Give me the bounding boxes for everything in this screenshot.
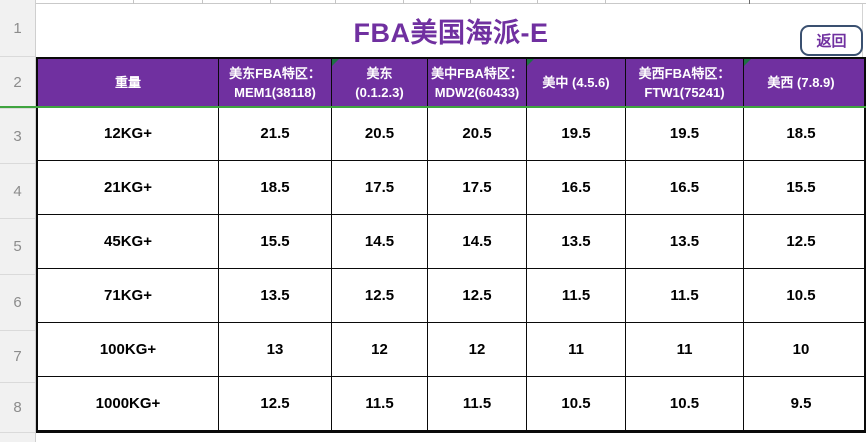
table-row: 1000KG+ 12.5 11.5 11.5 10.5 10.5 9.5 bbox=[38, 377, 864, 430]
table-body: 12KG+ 21.5 20.5 20.5 19.5 19.5 18.5 21KG… bbox=[38, 107, 864, 430]
gridline-stub bbox=[605, 0, 606, 4]
rate-cell[interactable]: 10.5 bbox=[626, 377, 744, 430]
rate-cell[interactable]: 11.5 bbox=[332, 377, 428, 430]
column-header-central[interactable]: 美中 (4.5.6) bbox=[527, 59, 626, 107]
rate-cell[interactable]: 16.5 bbox=[626, 161, 744, 214]
green-triangle-icon bbox=[527, 59, 534, 66]
rate-cell[interactable]: 14.5 bbox=[428, 215, 527, 268]
rate-cell[interactable]: 10.5 bbox=[527, 377, 626, 430]
rate-cell[interactable]: 10.5 bbox=[786, 287, 816, 304]
column-header-line: 美东FBA特区： bbox=[229, 65, 321, 81]
weight-cell[interactable]: 45KG+ bbox=[38, 215, 219, 268]
rate-cell[interactable]: 11.5 bbox=[428, 377, 527, 430]
gridline-stub bbox=[403, 0, 404, 4]
clipped-row-above bbox=[36, 0, 866, 4]
column-header-line: 美中FBA特区： bbox=[431, 65, 523, 81]
gridline-stub bbox=[537, 0, 538, 4]
title-cell[interactable]: FBA美国海派-E bbox=[36, 4, 866, 57]
rate-cell[interactable]: 11.5 bbox=[626, 269, 744, 322]
rate-cell[interactable]: 13.5 bbox=[219, 269, 332, 322]
column-header-east[interactable]: 美东 (0.1.2.3) bbox=[332, 59, 428, 107]
rate-cell[interactable]: 19.5 bbox=[626, 107, 744, 160]
weight-cell[interactable]: 71KG+ bbox=[38, 269, 219, 322]
table-row: 21KG+ 18.5 17.5 17.5 16.5 16.5 15.5 bbox=[38, 161, 864, 215]
row-header-3[interactable]: 3 bbox=[0, 109, 35, 164]
rate-table: 重量 美东FBA特区： MEM1(38118) 美东 (0.1.2.3) 美中F… bbox=[36, 57, 866, 433]
rate-cell[interactable]: 21.5 bbox=[219, 107, 332, 160]
row-header-8[interactable]: 8 bbox=[0, 383, 35, 433]
page-title: FBA美国海派-E bbox=[353, 18, 549, 48]
column-header-line: MDW2(60433) bbox=[434, 85, 520, 100]
row-header-1[interactable]: 1 bbox=[0, 0, 35, 57]
rate-cell[interactable]: 17.5 bbox=[332, 161, 428, 214]
table-header-row: 重量 美东FBA特区： MEM1(38118) 美东 (0.1.2.3) 美中F… bbox=[38, 59, 864, 107]
column-header-central-fba[interactable]: 美中FBA特区： MDW2(60433) bbox=[428, 59, 527, 107]
rate-cell[interactable]: 12 bbox=[428, 323, 527, 376]
rate-cell[interactable]: 20.5 bbox=[332, 107, 428, 160]
rate-cell[interactable]: 12.5 bbox=[219, 377, 332, 430]
column-header-west[interactable]: 美西 (7.8.9) bbox=[744, 59, 858, 107]
gridline-stub bbox=[270, 0, 271, 4]
gridline-stub bbox=[133, 0, 134, 4]
rate-cell[interactable]: 13.5 bbox=[527, 215, 626, 268]
rate-cell[interactable]: 16.5 bbox=[527, 161, 626, 214]
column-header-line: FTW1(75241) bbox=[644, 85, 725, 100]
gridline-stub bbox=[749, 0, 750, 4]
gridline-stub bbox=[470, 0, 471, 4]
green-triangle-icon bbox=[332, 59, 339, 66]
column-header-line: 美西FBA特区： bbox=[638, 65, 731, 81]
row-header-5[interactable]: 5 bbox=[0, 219, 35, 275]
rate-cell[interactable]: 12.5 bbox=[786, 233, 816, 250]
column-header-weight[interactable]: 重量 bbox=[38, 59, 219, 107]
rate-cell[interactable]: 11 bbox=[527, 323, 626, 376]
rate-cell[interactable]: 12.5 bbox=[428, 269, 527, 322]
row-header-7[interactable]: 7 bbox=[0, 331, 35, 383]
back-button[interactable]: 返回 bbox=[800, 25, 863, 56]
back-button-label: 返回 bbox=[816, 33, 847, 50]
rate-cell[interactable]: 15.5 bbox=[786, 179, 816, 196]
gridline-stub bbox=[335, 0, 336, 4]
green-triangle-icon bbox=[744, 59, 751, 66]
freeze-panes-line bbox=[0, 106, 866, 108]
rate-cell[interactable]: 10 bbox=[792, 341, 810, 358]
table-row: 45KG+ 15.5 14.5 14.5 13.5 13.5 12.5 bbox=[38, 215, 864, 269]
column-header-line: 美西 (7.8.9) bbox=[767, 75, 835, 91]
weight-cell[interactable]: 12KG+ bbox=[38, 107, 219, 160]
table-row: 100KG+ 13 12 12 11 11 10 bbox=[38, 323, 864, 377]
column-header-line: 美东 bbox=[366, 65, 393, 81]
column-header-line: 美中 (4.5.6) bbox=[542, 75, 610, 91]
column-header-line: 重量 bbox=[114, 75, 141, 91]
column-header-line: (0.1.2.3) bbox=[355, 85, 404, 100]
weight-cell[interactable]: 21KG+ bbox=[38, 161, 219, 214]
rate-cell[interactable]: 12 bbox=[332, 323, 428, 376]
rate-cell[interactable]: 17.5 bbox=[428, 161, 527, 214]
weight-cell[interactable]: 1000KG+ bbox=[38, 377, 219, 430]
rate-cell[interactable]: 12.5 bbox=[332, 269, 428, 322]
row-header-6[interactable]: 6 bbox=[0, 275, 35, 331]
row-header-4[interactable]: 4 bbox=[0, 164, 35, 219]
rate-cell[interactable]: 15.5 bbox=[219, 215, 332, 268]
rate-cell[interactable]: 13.5 bbox=[626, 215, 744, 268]
table-row: 12KG+ 21.5 20.5 20.5 19.5 19.5 18.5 bbox=[38, 107, 864, 161]
rate-cell[interactable]: 13 bbox=[219, 323, 332, 376]
rate-cell[interactable]: 14.5 bbox=[332, 215, 428, 268]
weight-cell[interactable]: 100KG+ bbox=[38, 323, 219, 376]
rate-cell[interactable]: 11 bbox=[626, 323, 744, 376]
column-header-line: MEM1(38118) bbox=[234, 85, 316, 100]
rate-cell[interactable]: 11.5 bbox=[527, 269, 626, 322]
rate-cell[interactable]: 18.5 bbox=[786, 125, 816, 142]
table-row: 71KG+ 13.5 12.5 12.5 11.5 11.5 10.5 bbox=[38, 269, 864, 323]
rate-cell[interactable]: 19.5 bbox=[527, 107, 626, 160]
column-header-east-fba[interactable]: 美东FBA特区： MEM1(38118) bbox=[219, 59, 332, 107]
rate-cell[interactable]: 18.5 bbox=[219, 161, 332, 214]
gridline-stub bbox=[202, 0, 203, 4]
column-header-west-fba[interactable]: 美西FBA特区： FTW1(75241) bbox=[626, 59, 744, 107]
rate-cell[interactable]: 20.5 bbox=[428, 107, 527, 160]
row-header-2[interactable]: 2 bbox=[0, 57, 35, 109]
row-number-gutter: 1 2 3 4 5 6 7 8 bbox=[0, 0, 36, 442]
rate-cell[interactable]: 9.5 bbox=[790, 395, 812, 412]
